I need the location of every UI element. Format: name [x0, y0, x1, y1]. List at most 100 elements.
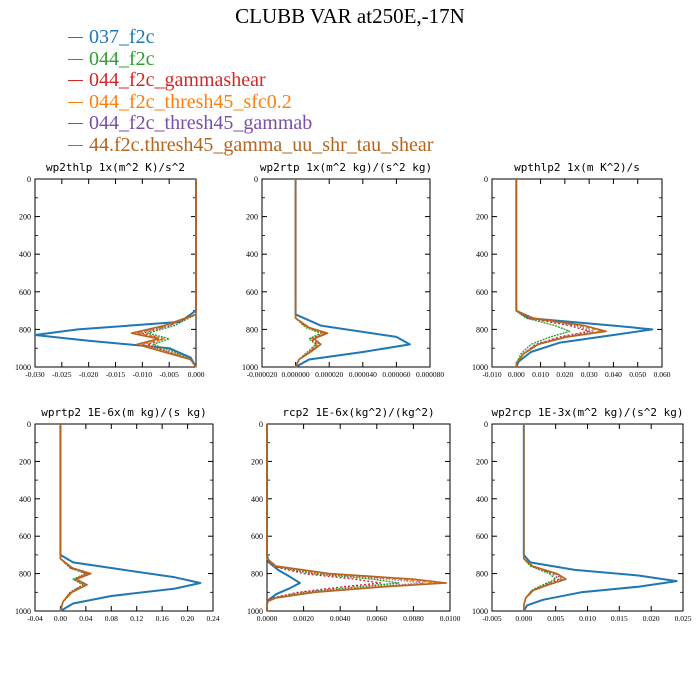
legend-item-4: 044_f2c_thresh45_gammab: [68, 112, 433, 135]
series-line-5: [130, 179, 197, 368]
y-tick-label: 0: [27, 175, 31, 184]
y-tick-label: 1000: [247, 607, 263, 616]
series-line-3: [266, 424, 437, 611]
x-tick-label: -0.010: [133, 370, 153, 379]
legend-label: 044_f2c_gammashear: [89, 69, 266, 91]
legend-item-2: 044_f2c_gammashear: [68, 69, 433, 92]
x-tick-label: 0.0040: [330, 614, 351, 623]
x-tick-label: 0.000: [508, 370, 525, 379]
page-title: CLUBB VAR at250E,-17N: [235, 4, 465, 28]
legend-swatch: [68, 37, 83, 39]
x-tick-label: 0.08: [105, 614, 118, 623]
y-tick-label: 400: [251, 495, 263, 504]
x-tick-label: 0.060: [654, 370, 671, 379]
x-tick-label: 0.000020: [315, 370, 343, 379]
x-tick-label: 0.00: [54, 614, 67, 623]
series-line-2: [515, 179, 590, 367]
panel-frame: [266, 423, 451, 612]
y-tick-label: 800: [19, 570, 31, 579]
y-tick-label: 1000: [472, 607, 488, 616]
y-tick-label: 200: [251, 457, 263, 466]
series-line-4: [294, 179, 327, 368]
legend-swatch: [68, 58, 83, 60]
x-tick-label: 0.04: [79, 614, 92, 623]
panel-frame: [261, 178, 431, 368]
y-tick-label: 1000: [242, 363, 258, 372]
y-tick-label: 800: [476, 325, 488, 334]
series-line-5: [266, 424, 448, 611]
legend-label: 44.f2c.thresh45_gamma_uu_shr_tau_shear: [89, 133, 434, 156]
y-tick-label: 400: [19, 495, 31, 504]
y-tick-label: 800: [476, 570, 488, 579]
x-tick-label: 0.16: [156, 614, 169, 623]
legend-item-0: 037_f2c: [68, 26, 433, 49]
series-line-1: [266, 424, 400, 611]
x-tick-label: 0.030: [581, 370, 598, 379]
y-tick-label: 1000: [472, 363, 488, 372]
y-tick-label: 400: [246, 250, 258, 259]
x-tick-label: 0.0100: [440, 614, 461, 623]
series-line-2: [141, 179, 197, 368]
y-tick-label: 800: [246, 325, 258, 334]
x-tick-label: 0.0000: [257, 614, 278, 623]
y-tick-label: 400: [476, 250, 488, 259]
series-line-1: [515, 179, 571, 367]
series-line-5: [59, 424, 92, 612]
series-line-3: [294, 179, 327, 368]
y-tick-label: 600: [19, 532, 31, 541]
x-tick-label: -0.025: [52, 370, 72, 379]
panel-title: wp2rcp 1E-3x(m^2 kg)/(s^2 kg): [491, 406, 683, 419]
x-tick-label: -0.005: [159, 370, 179, 379]
panel-title: wprtp2 1E-6x(m kg)/(s kg): [41, 406, 207, 419]
x-tick-label: -0.030: [25, 370, 45, 379]
panel-title: wp2rtp 1x(m^2 kg)/(s^2 kg): [260, 161, 432, 174]
series-line-0: [522, 424, 678, 612]
x-tick-label: 0.000040: [349, 370, 377, 379]
y-tick-label: 1000: [15, 607, 31, 616]
y-tick-label: 200: [19, 213, 31, 222]
x-tick-label: 0.12: [130, 614, 143, 623]
x-tick-label: 0.015: [611, 614, 628, 623]
legend-swatch: [68, 144, 83, 146]
legend-label: 044_f2c_thresh45_gammab: [89, 112, 313, 134]
panel-title: rcp2 1E-6x(kg^2)/(kg^2): [282, 406, 434, 419]
y-tick-label: 800: [19, 325, 31, 334]
x-tick-label: 0.025: [675, 614, 692, 623]
panel-title: wpthlp2 1x(m K^2)/s: [514, 161, 640, 174]
x-tick-label: 0.005: [547, 614, 564, 623]
y-tick-label: 800: [251, 570, 263, 579]
series-line-5: [294, 179, 329, 368]
y-tick-label: 200: [476, 457, 488, 466]
y-tick-label: 1000: [15, 363, 31, 372]
legend-swatch: [68, 123, 83, 125]
y-tick-label: 200: [19, 457, 31, 466]
y-tick-label: 200: [476, 213, 488, 222]
legend-label: 037_f2c: [89, 26, 155, 48]
series-line-0: [266, 424, 301, 611]
legend-label: 044_f2c: [89, 47, 155, 70]
legend-item-3: 044_f2c_thresh45_sfc0.2: [68, 91, 433, 114]
x-tick-label: 0.000: [515, 614, 532, 623]
series-line-2: [266, 424, 382, 611]
x-tick-label: -0.04: [27, 614, 43, 623]
legend-swatch: [68, 80, 83, 82]
y-tick-label: 600: [251, 532, 263, 541]
x-tick-label: 0.20: [181, 614, 194, 623]
x-tick-label: 0.050: [629, 370, 646, 379]
panel-frame: [34, 423, 214, 612]
y-tick-label: 400: [476, 495, 488, 504]
y-tick-label: 600: [246, 288, 258, 297]
x-tick-label: -0.015: [106, 370, 126, 379]
series-line-0: [59, 424, 202, 612]
series-line-3: [523, 424, 564, 611]
y-tick-label: 0: [259, 420, 263, 429]
x-tick-label: 0.040: [605, 370, 622, 379]
legend-item-1: 044_f2c: [68, 47, 433, 71]
panel-frame: [34, 178, 197, 368]
series-line-5: [515, 179, 607, 367]
panel-title: wp2thlp 1x(m^2 K)/s^2: [46, 161, 185, 174]
x-tick-label: -0.020: [79, 370, 99, 379]
y-tick-label: 600: [476, 288, 488, 297]
series-line-4: [515, 179, 595, 367]
x-tick-label: 0.0060: [366, 614, 387, 623]
